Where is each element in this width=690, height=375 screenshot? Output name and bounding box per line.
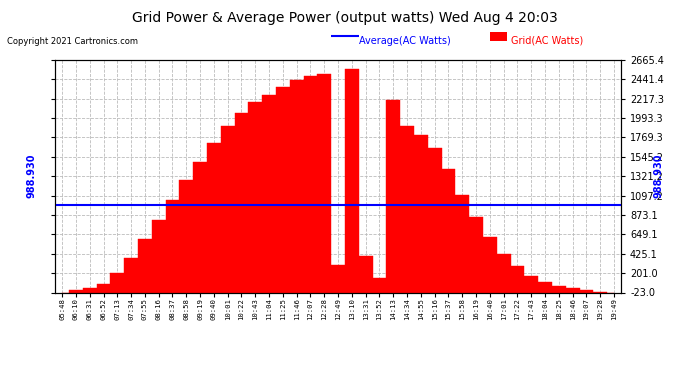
Text: 988.930: 988.930 [654,154,664,198]
Text: 988.930: 988.930 [26,154,36,198]
Text: Grid Power & Average Power (output watts) Wed Aug 4 20:03: Grid Power & Average Power (output watts… [132,11,558,25]
Text: Copyright 2021 Cartronics.com: Copyright 2021 Cartronics.com [7,38,138,46]
Text: Average(AC Watts): Average(AC Watts) [359,36,451,46]
Text: Grid(AC Watts): Grid(AC Watts) [511,36,583,46]
